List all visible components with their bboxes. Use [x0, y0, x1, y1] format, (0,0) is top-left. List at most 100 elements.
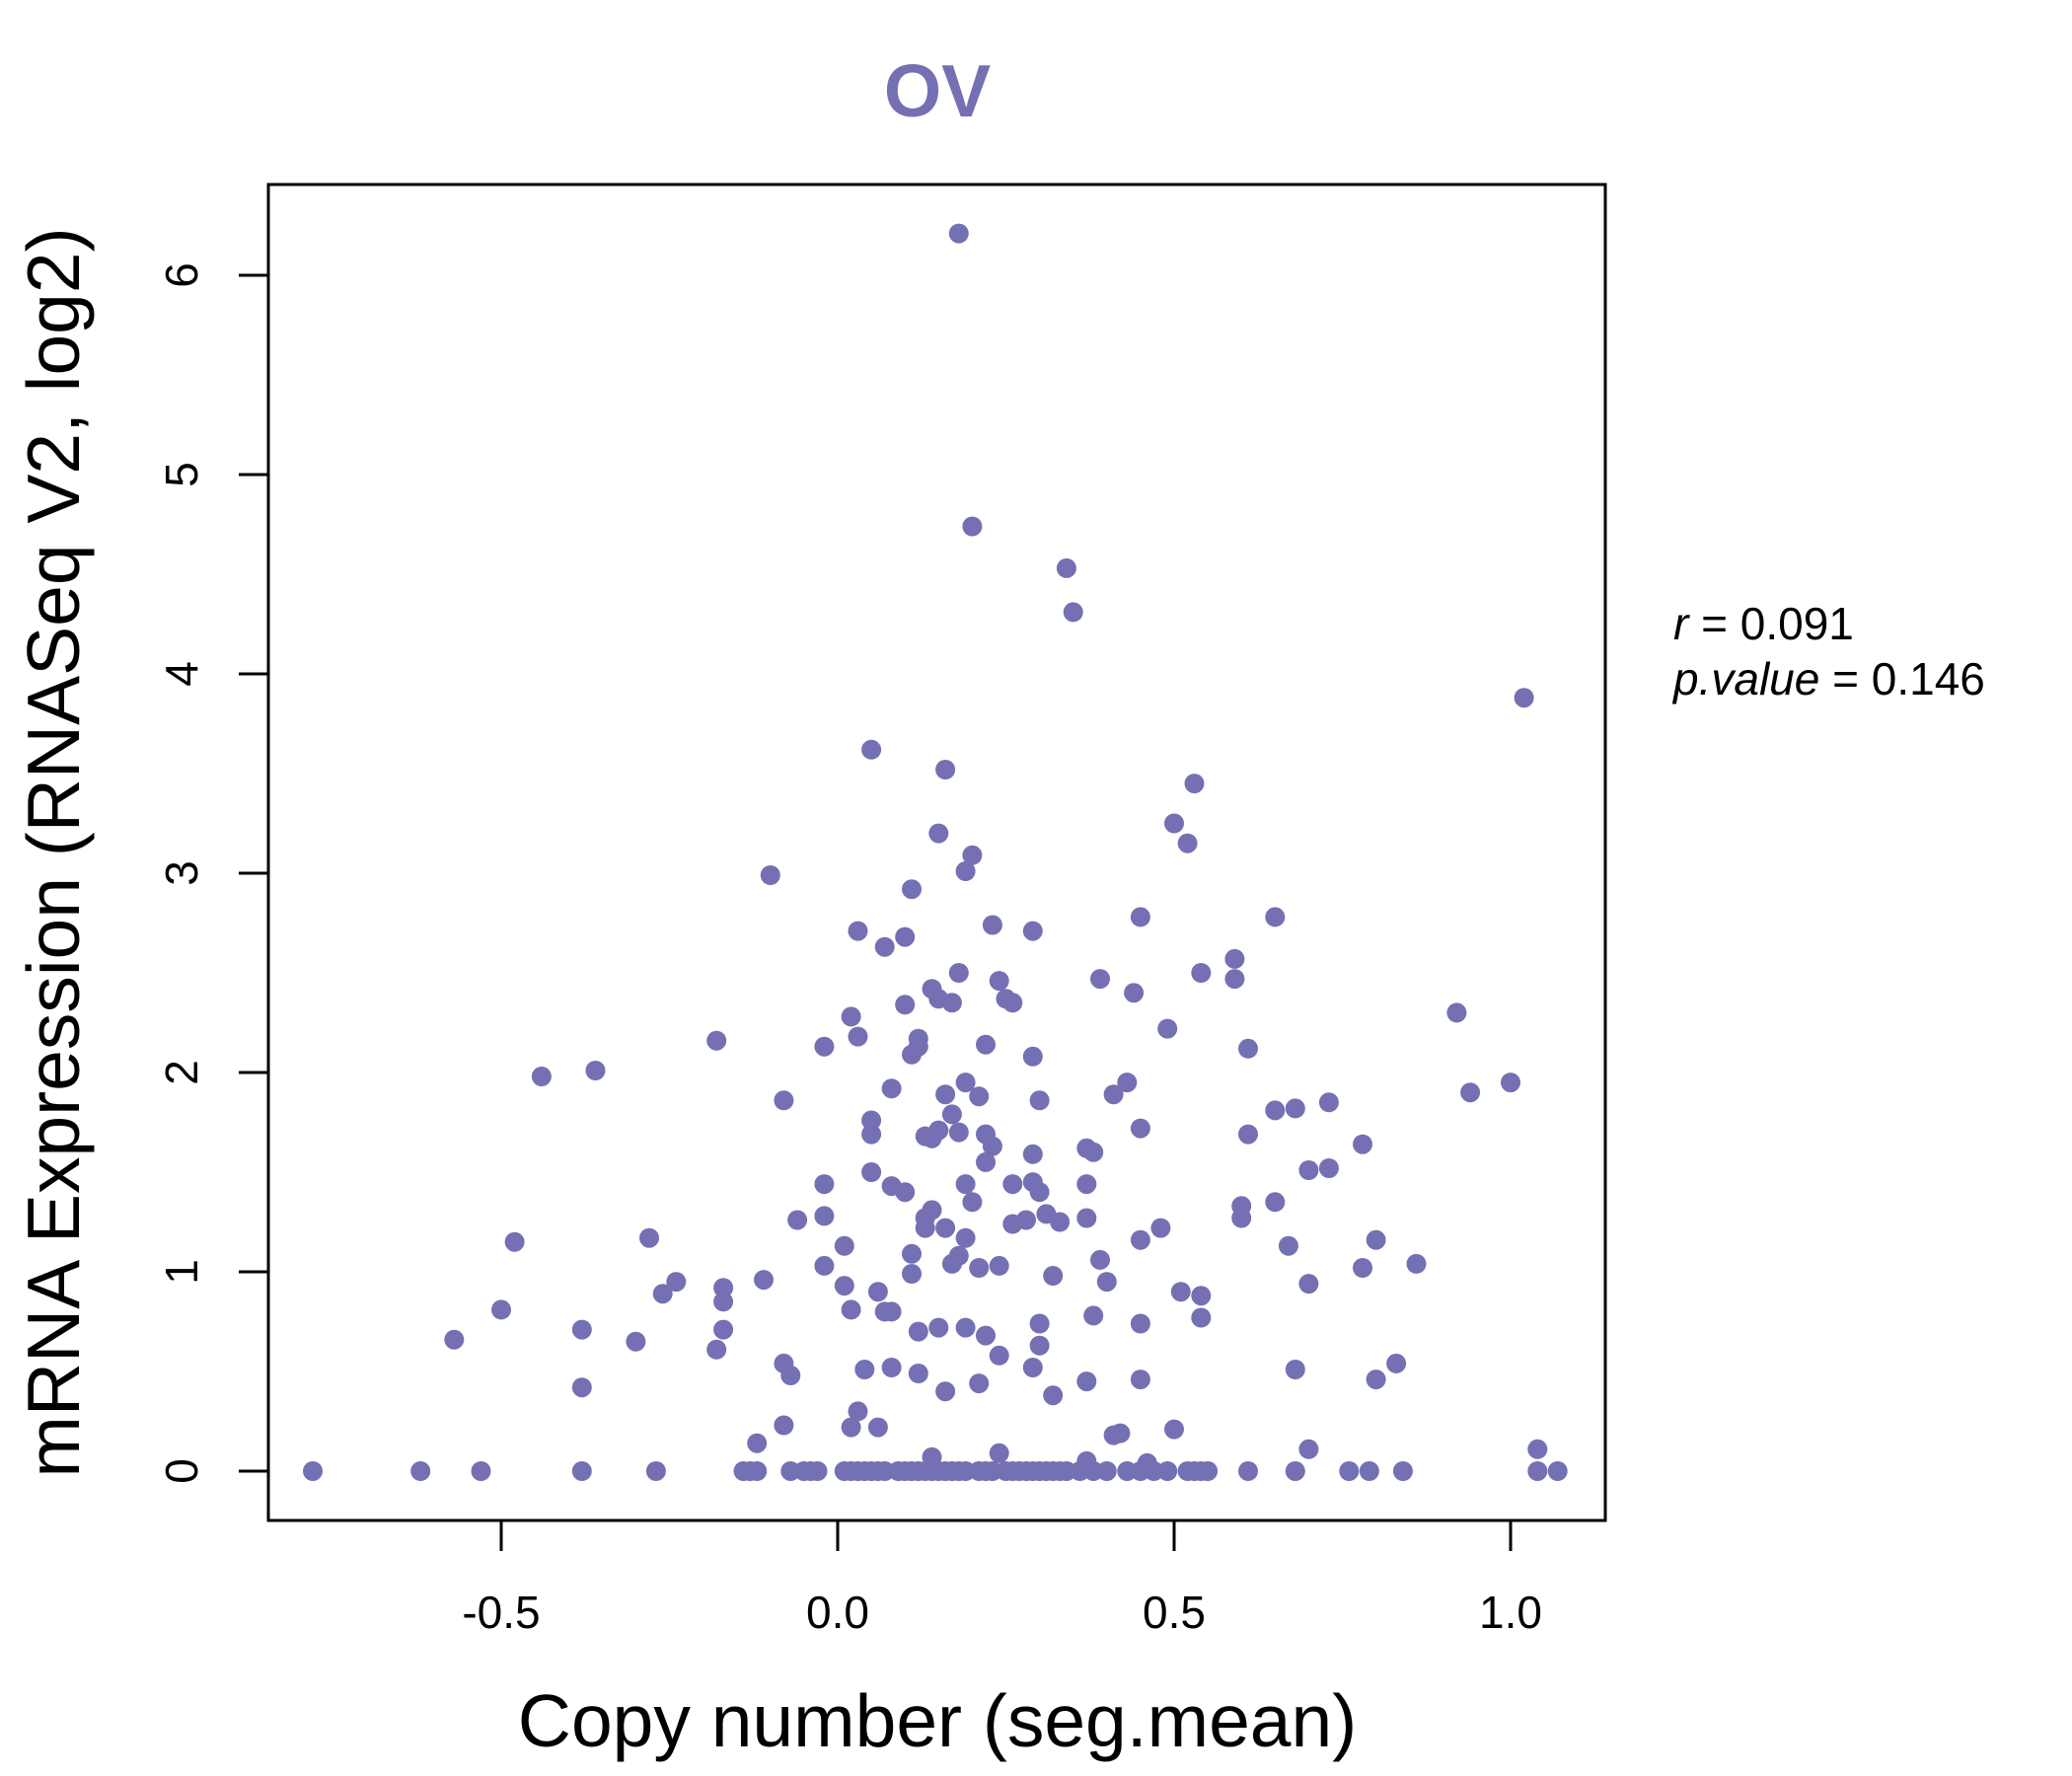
data-point	[1157, 1461, 1178, 1481]
data-point	[955, 1174, 976, 1195]
data-point	[989, 1255, 1009, 1276]
data-point	[754, 1270, 774, 1291]
data-point	[639, 1227, 659, 1248]
data-point	[834, 1235, 854, 1256]
data-point	[989, 1443, 1009, 1463]
data-point	[626, 1331, 646, 1352]
data-point	[410, 1461, 431, 1481]
data-point	[1285, 1461, 1305, 1481]
data-point	[895, 926, 916, 947]
data-point	[902, 1243, 922, 1264]
data-point	[1043, 1266, 1064, 1286]
data-point	[881, 1301, 902, 1322]
data-point	[948, 963, 969, 983]
data-point	[1090, 969, 1110, 990]
data-point	[571, 1319, 592, 1340]
data-point	[1224, 969, 1245, 990]
data-point	[989, 971, 1009, 992]
data-point	[1022, 1144, 1043, 1164]
data-point	[902, 1264, 922, 1284]
data-point	[834, 1276, 854, 1296]
data-point	[1076, 1450, 1097, 1471]
data-point	[444, 1329, 465, 1350]
data-point	[1050, 1212, 1071, 1232]
data-point	[1278, 1235, 1298, 1256]
data-point	[645, 1461, 666, 1481]
data-point	[1164, 1419, 1184, 1440]
data-point	[787, 1210, 808, 1230]
data-point	[948, 1245, 969, 1266]
data-point	[1076, 1174, 1097, 1195]
data-points	[303, 223, 1568, 1481]
data-point	[774, 1353, 794, 1373]
data-point	[760, 865, 780, 885]
data-point	[874, 1461, 895, 1481]
data-point	[1318, 1092, 1339, 1113]
data-point	[1002, 993, 1023, 1013]
y-tick-label: 1	[156, 1259, 207, 1285]
data-point	[1366, 1369, 1386, 1390]
data-point	[1265, 1192, 1286, 1213]
data-point	[531, 1067, 552, 1086]
data-point	[935, 1381, 956, 1402]
data-point	[713, 1319, 734, 1340]
data-point	[1124, 983, 1145, 1003]
data-point	[774, 1090, 794, 1111]
data-point	[922, 1200, 942, 1221]
x-tick-label: 0.0	[806, 1587, 869, 1638]
data-point	[955, 861, 976, 881]
data-point	[1191, 963, 1212, 983]
y-tick-label: 5	[156, 462, 207, 487]
data-point	[1076, 1208, 1097, 1228]
data-point	[807, 1461, 828, 1481]
data-point	[1157, 1018, 1178, 1039]
data-point	[1177, 833, 1198, 853]
data-point	[1083, 1305, 1104, 1326]
data-point	[962, 516, 983, 537]
y-axis-label: mRNA Expression (RNASeq V2, log2)	[12, 227, 95, 1477]
data-point	[841, 1299, 861, 1320]
data-point	[1298, 1160, 1319, 1180]
r-statistic: r = 0.091	[1673, 598, 1854, 649]
data-point	[962, 845, 983, 865]
data-point	[571, 1377, 592, 1398]
data-point	[1130, 907, 1150, 927]
data-point	[982, 1136, 1002, 1156]
data-point	[1002, 1174, 1023, 1195]
data-point	[814, 1206, 835, 1226]
data-point	[848, 921, 868, 941]
data-point	[935, 1084, 956, 1105]
y-tick-label: 3	[156, 860, 207, 886]
data-point	[774, 1415, 794, 1436]
data-point	[861, 1110, 882, 1131]
data-point	[935, 1218, 956, 1238]
data-point	[908, 1036, 928, 1057]
data-point	[1130, 1229, 1150, 1250]
data-point	[1224, 948, 1245, 969]
data-point	[1353, 1134, 1372, 1154]
data-point	[814, 1255, 835, 1276]
data-point	[1063, 602, 1083, 623]
data-point	[1285, 1098, 1305, 1119]
data-point	[471, 1461, 491, 1481]
data-point	[1514, 688, 1534, 708]
data-point	[1170, 1282, 1191, 1302]
p-value-statistic: p.value = 0.146	[1671, 653, 1985, 704]
data-point	[867, 1282, 888, 1302]
data-point	[747, 1433, 768, 1453]
chart-title: OV	[884, 49, 991, 132]
data-point	[935, 760, 956, 779]
data-point	[1359, 1461, 1379, 1481]
data-point	[1265, 907, 1286, 927]
data-point	[861, 1162, 882, 1182]
data-point	[969, 1258, 990, 1278]
data-point	[854, 1360, 875, 1379]
data-point	[1029, 1335, 1050, 1356]
data-point	[1076, 1371, 1097, 1392]
data-point	[1096, 1272, 1117, 1293]
y-tick-label: 2	[156, 1060, 207, 1085]
data-point	[881, 1358, 902, 1377]
data-point	[706, 1030, 727, 1051]
data-point	[861, 1124, 882, 1145]
